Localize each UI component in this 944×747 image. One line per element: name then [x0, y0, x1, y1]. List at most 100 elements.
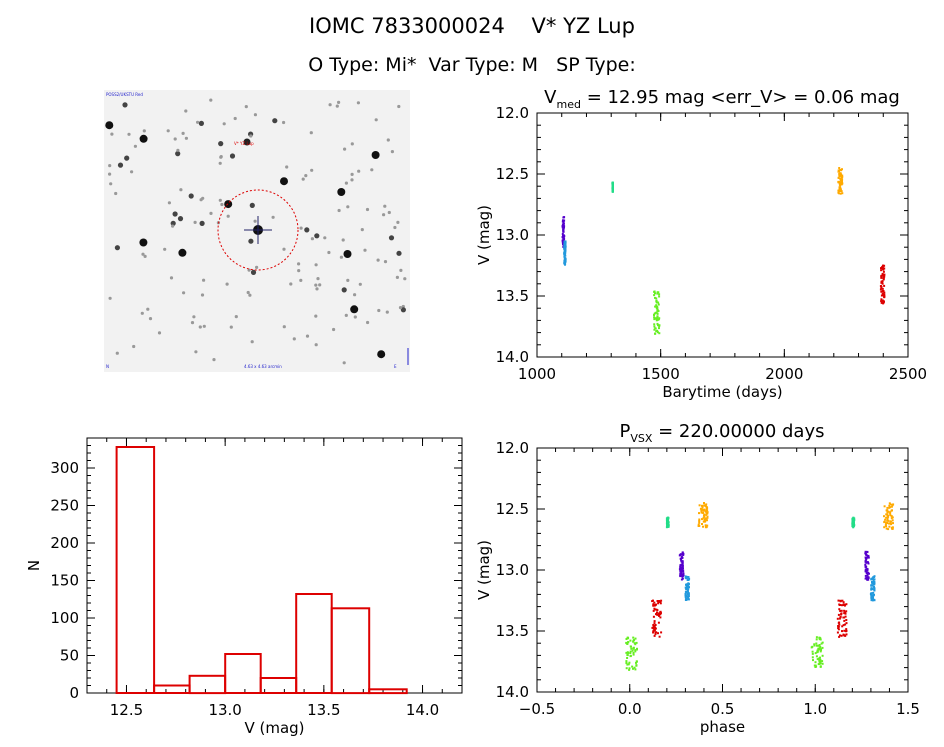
- data-point: [837, 625, 840, 628]
- x-tick-label: 13.5: [307, 701, 340, 719]
- data-point: [842, 624, 845, 627]
- data-point: [886, 506, 889, 509]
- data-point: [820, 648, 823, 651]
- y-tick-label: 13.5: [496, 622, 529, 640]
- data-point: [635, 664, 638, 667]
- data-point: [883, 264, 886, 267]
- data-point: [679, 568, 682, 570]
- data-point: [871, 578, 874, 581]
- data-point: [700, 510, 703, 513]
- data-point: [653, 290, 656, 293]
- data-point: [839, 604, 842, 606]
- data-point: [865, 553, 868, 556]
- star: [157, 331, 162, 335]
- data-point: [656, 291, 659, 294]
- star: [387, 210, 391, 215]
- y-tick-label: 250: [50, 497, 79, 515]
- data-point: [656, 322, 659, 325]
- data-point: [656, 609, 659, 612]
- data-point: [563, 238, 565, 241]
- star: [246, 290, 250, 295]
- data-point: [864, 574, 867, 577]
- y-tick-label: 13.0: [496, 561, 529, 579]
- data-point: [866, 578, 869, 581]
- star: [400, 307, 406, 313]
- data-point: [816, 658, 819, 661]
- data-point: [706, 515, 709, 518]
- data-point: [703, 508, 706, 511]
- y-tick-label: 12.5: [496, 500, 529, 518]
- data-point: [820, 649, 822, 652]
- data-point: [882, 268, 885, 271]
- data-point: [886, 516, 889, 518]
- data-point: [655, 304, 658, 307]
- data-point: [629, 650, 632, 653]
- data-point: [883, 267, 886, 270]
- star: [122, 102, 128, 108]
- data-point: [872, 591, 875, 594]
- data-point: [626, 654, 629, 656]
- data-point: [665, 517, 668, 520]
- data-point: [871, 598, 874, 601]
- y-tick-label: 300: [50, 459, 79, 477]
- data-point: [563, 256, 566, 259]
- x-tick-label: 2000: [765, 365, 803, 383]
- data-point: [890, 517, 893, 520]
- star: [328, 103, 332, 107]
- star: [178, 248, 187, 257]
- star: [314, 263, 318, 267]
- data-point: [870, 595, 873, 598]
- data-point: [841, 178, 843, 181]
- data-point: [810, 646, 813, 649]
- star: [395, 275, 399, 279]
- data-point: [841, 630, 843, 633]
- data-point: [706, 524, 709, 527]
- data-point: [654, 296, 656, 299]
- star: [365, 207, 370, 212]
- star: [356, 101, 360, 105]
- aperture-circle: [217, 189, 299, 271]
- data-point: [882, 270, 885, 273]
- data-point: [611, 183, 614, 186]
- data-point: [838, 188, 841, 191]
- star: [114, 245, 120, 251]
- data-point: [836, 631, 839, 634]
- histogram-bar: [224, 653, 262, 694]
- star: [179, 188, 183, 192]
- star: [342, 361, 346, 365]
- data-point: [883, 284, 886, 287]
- data-point: [679, 570, 682, 573]
- data-point: [681, 562, 684, 565]
- data-point: [880, 300, 883, 303]
- data-point: [864, 556, 867, 559]
- star: [314, 314, 318, 318]
- data-point: [562, 220, 565, 223]
- data-point: [652, 609, 655, 612]
- data-point: [852, 521, 855, 523]
- data-point: [817, 644, 820, 647]
- data-point: [881, 265, 884, 268]
- star: [315, 287, 319, 291]
- star: [399, 268, 403, 272]
- data-point: [562, 230, 565, 233]
- data-point: [625, 642, 628, 645]
- x-tick-label: 1500: [642, 365, 680, 383]
- data-point: [655, 319, 658, 322]
- data-point: [844, 611, 847, 614]
- star: [301, 177, 305, 181]
- data-point: [660, 631, 663, 634]
- data-point: [872, 588, 874, 591]
- data-point: [611, 181, 614, 184]
- data-point: [698, 512, 700, 515]
- data-point: [687, 592, 690, 594]
- data-point: [666, 519, 669, 522]
- data-point: [652, 630, 655, 633]
- data-point: [632, 652, 635, 654]
- data-point: [653, 314, 655, 316]
- data-point: [658, 295, 661, 298]
- data-point: [873, 586, 875, 588]
- star: [225, 282, 229, 286]
- data-point: [883, 295, 886, 298]
- data-point: [845, 629, 848, 632]
- data-point: [653, 601, 656, 604]
